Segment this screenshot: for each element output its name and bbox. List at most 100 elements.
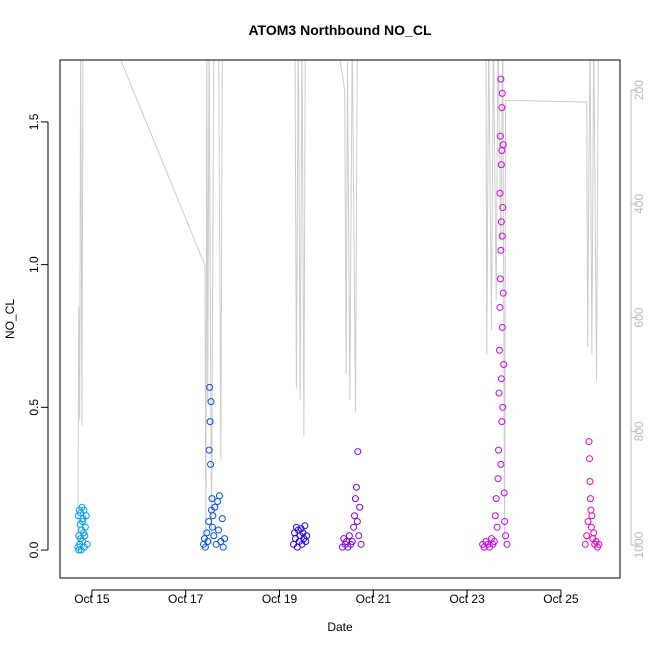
data-point	[497, 75, 505, 83]
data-point	[81, 532, 89, 540]
data-point	[590, 529, 598, 537]
data-point	[205, 446, 213, 454]
y2-tick-label: 200	[632, 80, 646, 100]
data-point	[503, 540, 511, 548]
data-point	[490, 537, 498, 545]
data-point	[221, 535, 229, 543]
data-point	[588, 512, 596, 520]
data-point	[496, 132, 504, 140]
data-point	[80, 506, 88, 514]
pressure-line	[77, 60, 599, 546]
x-tick-label: Oct 25	[543, 592, 579, 606]
data-point	[203, 529, 211, 537]
data-point	[494, 475, 502, 483]
data-point	[500, 361, 508, 369]
data-point	[208, 495, 216, 503]
data-point	[79, 517, 87, 525]
data-point	[81, 523, 89, 531]
data-point	[351, 495, 359, 503]
y-axis-label: NO_CL	[3, 299, 17, 339]
data-point	[210, 532, 218, 540]
data-point	[83, 540, 91, 548]
y2-tick-label: 600	[632, 307, 646, 327]
data-point	[501, 517, 509, 525]
data-point	[495, 446, 503, 454]
data-point	[584, 517, 592, 525]
data-point	[348, 537, 356, 545]
data-point	[303, 532, 311, 540]
data-point	[82, 512, 90, 520]
data-point	[357, 540, 365, 548]
y-tick-label: 0.5	[27, 399, 41, 416]
data-point	[586, 455, 594, 463]
data-point	[498, 418, 506, 426]
data-point	[586, 478, 594, 486]
data-point	[356, 503, 364, 511]
x-axis-label: Date	[327, 620, 353, 634]
data-point	[355, 532, 363, 540]
data-point	[496, 275, 504, 283]
y-tick-label: 1.0	[27, 256, 41, 273]
data-point	[350, 523, 358, 531]
x-tick-label: Oct 15	[74, 592, 110, 606]
data-point	[595, 540, 603, 548]
y2-tick-label: 1000	[632, 531, 646, 558]
data-point	[585, 438, 593, 446]
plot-area	[74, 60, 603, 554]
data-point	[498, 323, 506, 331]
data-point	[208, 523, 216, 531]
y-tick-label: 0.0	[27, 541, 41, 558]
data-point	[498, 104, 506, 112]
data-point	[209, 512, 217, 520]
data-point	[497, 161, 505, 169]
data-point	[219, 543, 227, 551]
x-tick-label: Oct 19	[262, 592, 298, 606]
data-point	[301, 522, 309, 530]
data-point	[500, 489, 508, 497]
data-point	[583, 532, 591, 540]
data-point	[499, 403, 507, 411]
data-point	[495, 346, 503, 354]
data-point	[499, 204, 507, 212]
data-point	[201, 543, 209, 551]
data-point	[493, 523, 501, 531]
data-point	[496, 303, 504, 311]
data-point	[207, 460, 215, 468]
data-point	[499, 289, 507, 297]
data-point	[581, 540, 589, 548]
x-tick-label: Oct 21	[356, 592, 392, 606]
y-tick-label: 1.5	[27, 113, 41, 130]
data-point	[586, 495, 594, 503]
chart-title: ATOM3 Northbound NO_CL	[248, 22, 431, 38]
data-point	[498, 89, 506, 97]
data-point	[206, 383, 214, 391]
y2-tick-label: 400	[632, 194, 646, 214]
data-point	[205, 517, 213, 525]
data-point	[496, 189, 504, 197]
data-point	[497, 218, 505, 226]
data-point	[345, 532, 353, 540]
data-point	[211, 503, 219, 511]
data-point	[207, 398, 215, 406]
data-point	[497, 460, 505, 468]
x-tick-label: Oct 23	[449, 592, 485, 606]
data-point	[352, 483, 360, 491]
data-point	[75, 546, 83, 554]
data-point	[492, 495, 500, 503]
data-point	[495, 389, 503, 397]
data-point	[353, 517, 361, 525]
data-point	[497, 246, 505, 254]
data-point	[204, 537, 212, 545]
data-point	[351, 512, 359, 520]
data-point	[218, 515, 226, 523]
data-point	[587, 523, 595, 531]
plot-frame	[59, 59, 621, 579]
data-point	[499, 141, 507, 149]
y2-tick-label: 800	[632, 421, 646, 441]
x-tick-label: Oct 17	[168, 592, 204, 606]
data-point	[215, 526, 223, 534]
data-point	[502, 532, 510, 540]
data-point	[354, 448, 362, 456]
